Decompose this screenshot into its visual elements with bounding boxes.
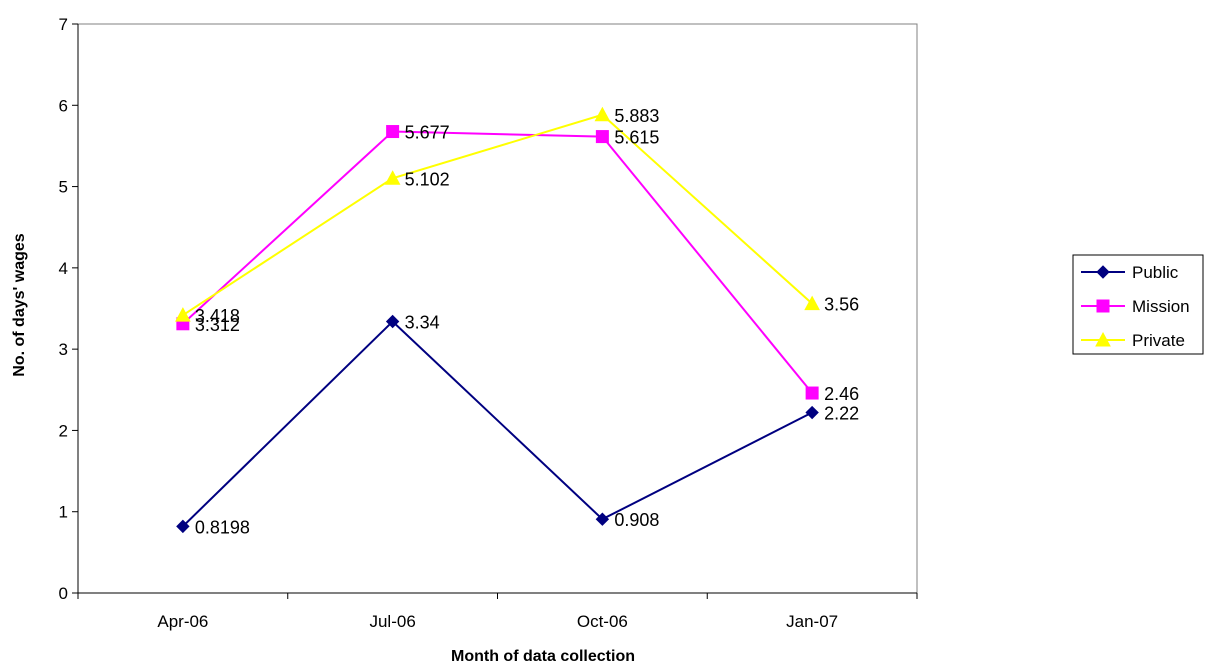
y-axis: 0 1 2 3 4 5 6 7: [59, 15, 79, 603]
data-label-public: 2.22: [824, 404, 859, 424]
data-point-mission: [805, 386, 819, 400]
x-axis: Apr-06 Jul-06 Oct-06 Jan-07: [77, 592, 918, 631]
data-point-public: [805, 405, 819, 420]
data-point-private: [384, 170, 401, 185]
data-label-mission: 2.46: [824, 384, 859, 404]
y-tick-label: 5: [59, 178, 68, 197]
data-label-private: 5.883: [614, 106, 659, 126]
data-label-mission: 3.312: [195, 315, 240, 335]
data-point-private: [175, 307, 191, 322]
data-point-mission: [386, 125, 400, 139]
y-tick-label: 3: [59, 340, 68, 359]
legend-label: Mission: [1132, 297, 1190, 316]
data-label-private: 5.102: [405, 169, 450, 189]
data-label-public: 0.8198: [195, 517, 250, 537]
x-tick-label: Jan-07: [786, 612, 838, 631]
legend-marker-private: [1095, 331, 1111, 347]
data-point-private: [804, 295, 820, 311]
data-point-mission: [595, 130, 609, 144]
y-tick-label: 0: [59, 584, 68, 603]
y-tick-label: 1: [59, 503, 68, 522]
data-point-public: [385, 314, 400, 329]
data-point-public: [176, 519, 190, 534]
series-line-private: [182, 113, 813, 317]
x-tick-label: Jul-06: [369, 612, 415, 631]
data-label-private: 3.56: [824, 295, 859, 315]
series-line-mission: [182, 130, 813, 394]
data-point-private: [594, 106, 611, 122]
data-label-private: 3.418: [195, 306, 240, 326]
y-tick-label: 2: [59, 421, 68, 440]
data-label-public: 3.34: [405, 313, 440, 333]
series-mission: [176, 125, 819, 400]
data-label-mission: 5.677: [405, 123, 450, 143]
data-label-mission: 5.615: [614, 128, 659, 148]
series-private: [175, 106, 820, 322]
legend-marker-mission: [1096, 299, 1110, 313]
legend-item-mission: Mission: [1081, 297, 1190, 316]
legend-item-private: Private: [1081, 331, 1185, 350]
legend-label: Public: [1132, 263, 1179, 282]
data-label-public: 0.908: [614, 510, 659, 530]
legend-item-public: Public: [1081, 263, 1179, 282]
y-tick-label: 6: [59, 96, 68, 115]
series-line-public: [182, 320, 813, 528]
x-tick-label: Oct-06: [577, 612, 628, 631]
legend: Public Mission Private: [1072, 254, 1204, 355]
y-axis-title: No. of days' wages: [11, 233, 28, 377]
data-label-layer: 0.8198 3.34 0.908 2.22 3.312 5.677 5.615 2.46 3.…: [195, 106, 859, 538]
x-axis-title: Month of data collection: [451, 648, 635, 665]
y-tick-label: 4: [59, 259, 68, 278]
data-point-public: [595, 512, 610, 526]
legend-label: Private: [1132, 331, 1185, 350]
y-tick-label: 7: [59, 15, 68, 34]
x-tick-label: Apr-06: [157, 612, 208, 631]
series-layer: [175, 106, 820, 534]
legend-marker-public: [1096, 265, 1110, 279]
series-public: [176, 314, 819, 534]
